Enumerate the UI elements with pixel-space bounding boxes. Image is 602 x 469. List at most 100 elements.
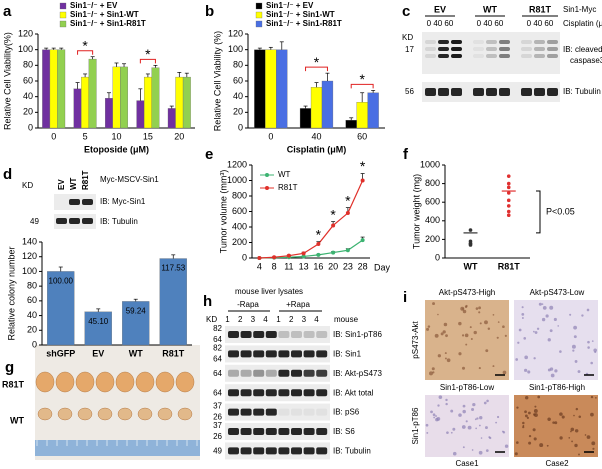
blot-label: IB: Tubulin bbox=[563, 87, 601, 96]
cell bbox=[492, 365, 495, 368]
cell bbox=[545, 314, 549, 318]
y-tick-label: 600 bbox=[232, 206, 247, 216]
cell bbox=[533, 357, 536, 360]
x-tick-label: 40 bbox=[311, 131, 321, 141]
blot-band bbox=[438, 40, 449, 44]
group-label: -Rapa bbox=[237, 300, 259, 309]
lane-label: EV bbox=[57, 179, 66, 190]
panel-label: e bbox=[205, 146, 213, 163]
ihc-image bbox=[425, 395, 509, 457]
cell bbox=[430, 410, 433, 414]
cell bbox=[572, 349, 575, 352]
annotation: * bbox=[82, 37, 88, 53]
blot-band bbox=[69, 199, 80, 205]
blot-band bbox=[316, 389, 328, 397]
y-tick-label: 100 bbox=[22, 266, 37, 276]
image-label: Sin1-pT86-Low bbox=[440, 383, 494, 392]
legend-label: Sin1⁻/⁻ + EV bbox=[266, 1, 314, 10]
point bbox=[301, 251, 306, 256]
case-label: Case1 bbox=[455, 459, 479, 468]
kd: 17 bbox=[405, 45, 414, 54]
point bbox=[506, 181, 511, 186]
cell bbox=[584, 434, 587, 436]
y-tick-label: 80 bbox=[233, 60, 243, 70]
blot-band bbox=[521, 54, 532, 58]
bar bbox=[112, 66, 121, 129]
bar bbox=[49, 49, 58, 129]
cell bbox=[496, 415, 500, 419]
cell bbox=[573, 414, 575, 417]
blot-label: IB: Tubulin bbox=[333, 447, 371, 456]
blot-band bbox=[253, 350, 265, 358]
cell bbox=[578, 453, 580, 456]
blot-label: IB: Sin1 bbox=[333, 350, 362, 359]
x-tick-label: 10 bbox=[111, 131, 121, 141]
cell bbox=[478, 424, 481, 427]
cell bbox=[592, 447, 595, 450]
blot-band bbox=[278, 350, 290, 358]
blot-label: IB: Akt-pS473 bbox=[333, 369, 382, 378]
cell bbox=[437, 404, 440, 407]
cell bbox=[541, 317, 546, 322]
blot-band bbox=[425, 88, 436, 96]
lane-label: R81T bbox=[81, 170, 90, 190]
blot-band bbox=[228, 350, 239, 358]
y-tick-label: 200 bbox=[425, 234, 440, 244]
annotation: * bbox=[360, 158, 366, 174]
kd: 37 bbox=[213, 421, 222, 430]
cell bbox=[575, 407, 579, 411]
x-tick-label: 8 bbox=[272, 261, 277, 271]
cell bbox=[523, 337, 527, 340]
cell bbox=[445, 398, 448, 402]
cell bbox=[595, 396, 597, 399]
blot-band bbox=[278, 369, 290, 377]
blot-band bbox=[303, 350, 315, 358]
cell bbox=[522, 424, 525, 427]
y-tick-label: 60 bbox=[233, 75, 243, 85]
blot-band bbox=[303, 369, 315, 377]
blot-band bbox=[547, 88, 558, 96]
kd: 26 bbox=[213, 432, 222, 441]
bar bbox=[88, 58, 97, 129]
blot-band bbox=[486, 47, 497, 51]
annotation: * bbox=[359, 71, 365, 87]
cell bbox=[537, 395, 541, 399]
blot-band bbox=[228, 428, 239, 435]
x-tick-label: 28 bbox=[358, 261, 368, 271]
ihc-image bbox=[514, 395, 598, 457]
y-tick-label: 40 bbox=[27, 310, 37, 320]
point bbox=[257, 256, 262, 260]
cell bbox=[501, 430, 504, 433]
cell bbox=[586, 435, 591, 439]
x-axis-title: Cisplatin (μM) bbox=[287, 144, 347, 154]
blot-label: IB: Akt total bbox=[333, 388, 374, 397]
blot-band bbox=[253, 331, 265, 338]
kd: 64 bbox=[213, 355, 222, 364]
value-label: 45.10 bbox=[88, 317, 109, 326]
cell bbox=[577, 370, 581, 373]
dose-label: 0 40 60 bbox=[477, 19, 504, 28]
cell bbox=[446, 358, 451, 363]
tumor bbox=[175, 371, 195, 393]
blot-band bbox=[316, 408, 328, 416]
tumor bbox=[95, 371, 115, 393]
y-tick-label: 0 bbox=[32, 339, 37, 349]
y-tick-label: 120 bbox=[22, 251, 37, 261]
value-label: 59.24 bbox=[126, 307, 147, 316]
blot-band bbox=[265, 408, 277, 416]
cell bbox=[547, 417, 551, 421]
cell bbox=[534, 405, 537, 408]
x-tick-label: 0 bbox=[51, 131, 56, 141]
point bbox=[345, 248, 350, 253]
blot-band bbox=[291, 369, 302, 377]
cell bbox=[427, 325, 431, 328]
cell bbox=[473, 330, 477, 335]
blot-label: IB: pS6 bbox=[333, 408, 360, 417]
blot-band bbox=[438, 54, 449, 58]
kd: 82 bbox=[213, 344, 222, 353]
cell bbox=[471, 407, 475, 411]
blot-band bbox=[240, 331, 252, 338]
y-tick-label: 800 bbox=[232, 190, 247, 200]
blot-band bbox=[253, 369, 265, 377]
cell bbox=[550, 373, 555, 378]
